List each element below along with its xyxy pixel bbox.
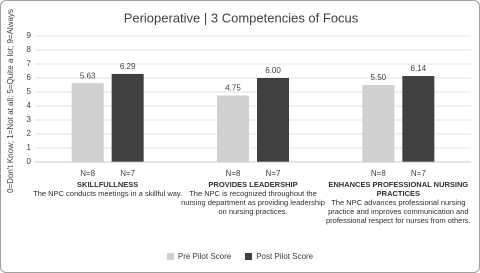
chart-title: Perioperative | 3 Competencies of Focus: [124, 10, 359, 25]
bar: [257, 78, 289, 162]
n-label: N=8: [80, 169, 95, 178]
legend-item: Pre Pilot Score: [166, 252, 232, 261]
n-label: N=8: [371, 169, 386, 178]
category-description: The NPC advances professional nursing pr…: [326, 198, 471, 225]
legend-label: Post Pilot Score: [256, 252, 314, 261]
value-label: 6.14: [411, 64, 427, 73]
value-label: 5.50: [371, 73, 387, 82]
y-axis-label: 0=Don't Know; 1=Not at all; 5=Quite a lo…: [6, 9, 15, 193]
legend-swatch: [166, 253, 174, 260]
legend-label: Pre Pilot Score: [177, 252, 232, 261]
value-label: 5.63: [80, 71, 96, 80]
bar: [111, 73, 144, 162]
category-name: SKILLFULLNESS: [77, 180, 139, 189]
bar: [362, 85, 395, 162]
category-description: The NPC conducts meetings in a skillful …: [33, 189, 183, 198]
n-label: N=7: [120, 169, 135, 178]
y-tick-label: 3: [27, 115, 32, 124]
legend-swatch: [245, 253, 253, 260]
bar: [402, 76, 435, 162]
category-description: The NPC is recognized throughout the nur…: [181, 189, 325, 216]
value-label: 6.00: [265, 66, 281, 75]
y-tick-label: 5: [27, 87, 32, 96]
y-tick-label: 8: [27, 45, 32, 54]
value-label: 6.29: [120, 62, 136, 71]
bar: [71, 83, 104, 162]
y-tick-label: 2: [27, 129, 32, 138]
y-tick-label: 9: [27, 31, 32, 40]
y-tick-label: 1: [27, 143, 32, 152]
category-name: PROVIDES LEADERSHIP: [208, 180, 298, 189]
y-tick-label: 4: [27, 101, 32, 110]
legend: Pre Pilot Score Post Pilot Score: [1, 252, 479, 261]
category-label: PROVIDES LEADERSHIP The NPC is recognized…: [178, 180, 328, 216]
value-label: 4.75: [225, 84, 241, 93]
y-tick-label: 0: [27, 157, 32, 166]
y-tick-label: 7: [27, 59, 32, 68]
legend-item: Post Pilot Score: [245, 252, 313, 261]
n-label: N=7: [266, 169, 281, 178]
n-label: N=8: [226, 169, 241, 178]
n-label: N=7: [411, 169, 426, 178]
bar: [217, 95, 249, 162]
category-label: ENHANCES PROFESSIONAL NURSING PRACTICES T…: [323, 180, 473, 225]
y-tick-label: 6: [27, 73, 32, 82]
category-label: SKILLFULLNESS The NPC conducts meetings i…: [33, 180, 183, 198]
category-name: ENHANCES PROFESSIONAL NURSING PRACTICES: [328, 180, 469, 198]
